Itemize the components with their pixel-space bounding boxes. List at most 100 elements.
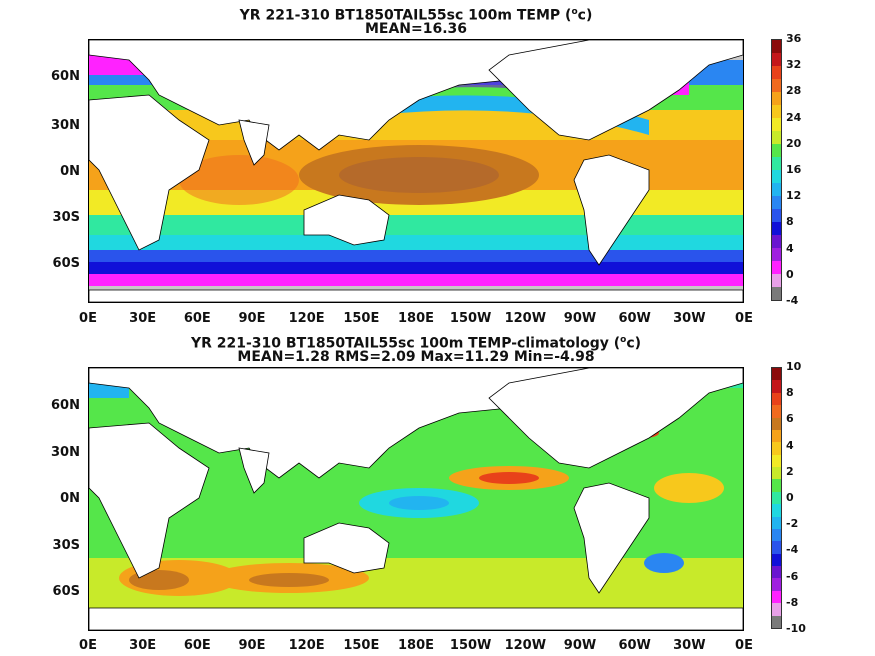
lon-label: 90E: [238, 638, 266, 653]
colorbar-segment: [772, 516, 781, 529]
panel2-lat-label: 30S: [52, 538, 80, 553]
colorbar-segment: [772, 261, 781, 274]
lon-label: 150E: [343, 311, 380, 326]
colorbar-tick-label: -8: [786, 595, 799, 609]
lon-label: 60E: [183, 638, 211, 653]
colorbar-segment: [772, 566, 781, 579]
colorbar-segment: [772, 392, 781, 406]
colorbar-segment: [772, 79, 781, 92]
colorbar-segment: [772, 170, 781, 183]
colorbar-tick-label: 10: [786, 360, 802, 373]
colorbar-segment: [772, 222, 781, 235]
colorbar-tick-label: -10: [786, 622, 806, 635]
colorbar-segment: [772, 467, 781, 480]
lon-label: 30W: [673, 638, 706, 653]
colorbar-segment: [772, 603, 781, 616]
colorbar-segment: [772, 105, 781, 118]
colorbar-tick-label: 28: [786, 84, 802, 98]
colorbar-tick-label: -2: [786, 517, 799, 531]
colorbar-segment: [772, 429, 781, 443]
colorbar-tick-label: 36: [786, 32, 802, 45]
colorbar-tick-label: 4: [786, 438, 794, 452]
panel2-lat-label: 60N: [51, 398, 80, 413]
colorbar-segment: [772, 274, 781, 287]
lon-label: 0E: [79, 638, 97, 653]
panel1-lat-label: 60S: [52, 256, 80, 271]
panel2-colorbar: [771, 367, 782, 629]
lon-label: 30E: [129, 638, 157, 653]
panel1-title: YR 221-310 BT1850TAIL55sc 100m TEMP (oc): [88, 4, 744, 24]
colorbar-tick-label: 4: [786, 241, 794, 255]
colorbar-segment: [772, 491, 781, 505]
lon-label: 150W: [449, 311, 492, 326]
colorbar-tick-label: 32: [786, 58, 802, 72]
lon-label: 60W: [618, 638, 651, 653]
panel2-lat-label: 0N: [60, 491, 80, 506]
colorbar-segment: [772, 368, 781, 381]
colorbar-segment: [772, 578, 781, 591]
colorbar-tick-label: -4: [786, 294, 799, 307]
colorbar-tick-label: 8: [786, 215, 794, 229]
colorbar-segment: [772, 248, 781, 261]
lon-label: 150E: [343, 638, 380, 653]
colorbar-segment: [772, 118, 781, 131]
panel1-map: [88, 39, 744, 303]
lon-label: 0E: [735, 638, 753, 653]
colorbar-segment: [772, 40, 781, 53]
colorbar-tick-label: -6: [786, 569, 799, 583]
lon-label: 30W: [673, 311, 706, 326]
lon-label: 180E: [397, 638, 435, 653]
lon-label: 180E: [397, 311, 435, 326]
colorbar-segment: [772, 454, 781, 467]
colorbar-segment: [772, 235, 781, 248]
panel1-subtitle: MEAN=16.36: [364, 21, 468, 37]
colorbar-segment: [772, 479, 781, 492]
lon-label: 30E: [129, 311, 157, 326]
panel1-lat-label: 0N: [60, 164, 80, 179]
panel2-title-unit: o: [620, 335, 627, 345]
colorbar-segment: [772, 553, 781, 566]
colorbar-segment: [772, 53, 781, 66]
colorbar-segment: [772, 157, 781, 170]
lon-label: 120E: [288, 311, 325, 326]
colorbar-segment: [772, 209, 781, 222]
lon-label: 90E: [238, 311, 266, 326]
panel2-map: [88, 367, 744, 631]
lon-label: 60E: [183, 311, 211, 326]
lon-label: 0E: [735, 311, 753, 326]
panel1-title-end: c): [577, 7, 593, 24]
panel1-lat-label: 30S: [52, 210, 80, 225]
colorbar-tick-label: 24: [786, 110, 802, 124]
colorbar-tick-label: -4: [786, 543, 799, 557]
panel1-lat-label: 60N: [51, 69, 80, 84]
colorbar-segment: [772, 144, 781, 157]
colorbar-tick-label: 12: [786, 189, 802, 203]
panel2-lat-label: 30N: [51, 445, 80, 460]
lon-label: 120W: [504, 638, 547, 653]
colorbar-segment: [772, 196, 781, 209]
colorbar-segment: [772, 405, 781, 418]
lon-label: 120W: [504, 311, 547, 326]
panel1-lat-label: 30N: [51, 118, 80, 133]
panel2-lat-label: 60S: [52, 584, 80, 599]
colorbar-segment: [772, 442, 781, 455]
colorbar-segment: [772, 131, 781, 144]
colorbar-segment: [772, 541, 781, 554]
colorbar-segment: [772, 528, 781, 542]
colorbar-segment: [772, 66, 781, 79]
colorbar-segment: [772, 417, 781, 430]
colorbar-tick-label: 6: [786, 412, 794, 426]
colorbar-tick-label: 8: [786, 386, 794, 400]
panel2-title-end: c): [626, 335, 642, 352]
lon-label: 60W: [618, 311, 651, 326]
lon-label: 150W: [449, 638, 492, 653]
panel1-title-text: YR 221-310 BT1850TAIL55sc 100m TEMP (: [239, 7, 572, 24]
colorbar-segment: [772, 183, 781, 196]
panel2-subtitle: MEAN=1.28 RMS=2.09 Max=11.29 Min=-4.98: [237, 349, 595, 365]
panel2-title-text: YR 221-310 BT1850TAIL55sc 100m TEMP-clim…: [190, 335, 621, 352]
colorbar-segment: [772, 590, 781, 604]
panel1-title-unit: o: [571, 7, 578, 17]
colorbar-tick-label: 16: [786, 163, 802, 176]
panel2-title: YR 221-310 BT1850TAIL55sc 100m TEMP-clim…: [88, 332, 744, 352]
colorbar-segment: [772, 615, 781, 628]
